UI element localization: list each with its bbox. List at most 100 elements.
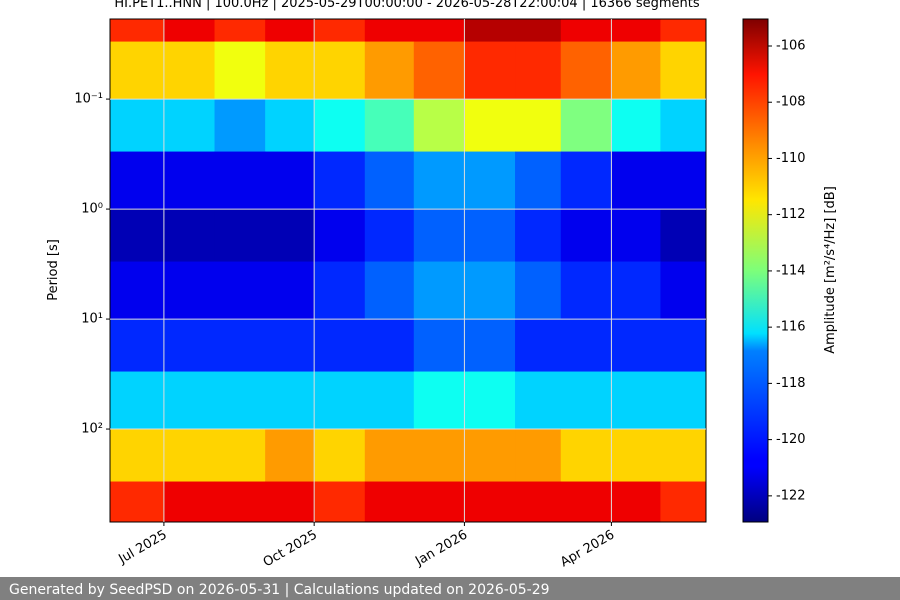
heatmap-cell — [110, 319, 165, 373]
heatmap-cell — [314, 429, 366, 483]
heatmap-cell — [413, 151, 465, 210]
heatmap-cell — [265, 41, 315, 100]
heatmap-cell — [560, 261, 612, 320]
heatmap-cell — [265, 99, 315, 153]
heatmap-cell — [314, 151, 366, 210]
heatmap-cell — [413, 19, 465, 43]
heatmap-cell — [163, 209, 216, 263]
heatmap-cell — [515, 371, 562, 430]
heatmap-cell — [515, 209, 562, 263]
heatmap-cell — [265, 209, 315, 263]
heatmap-cell — [314, 261, 366, 320]
colorbar-tick-label: -112 — [776, 207, 806, 222]
heatmap-cell — [464, 209, 516, 263]
heatmap-cell — [364, 371, 415, 430]
heatmap-cell — [265, 151, 315, 210]
heatmap-cell — [611, 19, 661, 43]
heatmap-cell — [265, 261, 315, 320]
x-tick-label: Jan 2026 — [412, 528, 470, 570]
heatmap-cell — [515, 19, 562, 43]
heatmap-cell — [314, 481, 366, 523]
heatmap-cell — [214, 319, 266, 373]
heatmap-cell — [110, 429, 165, 483]
x-tick-label: Oct 2025 — [261, 528, 320, 571]
heatmap-cell — [464, 371, 516, 430]
heatmap-cell — [214, 261, 266, 320]
heatmap-cell — [413, 209, 465, 263]
heatmap-cell — [560, 41, 612, 100]
heatmap-cell — [413, 261, 465, 320]
heatmap-cell — [515, 41, 562, 100]
heatmap-cell — [660, 151, 707, 210]
heatmap-cell — [515, 151, 562, 210]
heatmap-cell — [364, 319, 415, 373]
heatmap-cell — [163, 41, 216, 100]
heatmap-cell — [611, 41, 661, 100]
heatmap-cell — [660, 429, 707, 483]
heatmap-cell — [464, 261, 516, 320]
heatmap-cell — [364, 99, 415, 153]
heatmap-cell — [660, 261, 707, 320]
colorbar-tick-label: -114 — [776, 263, 806, 278]
heatmap-cell — [464, 41, 516, 100]
heatmap-cell — [560, 99, 612, 153]
heatmap-cell — [464, 319, 516, 373]
heatmap-cell — [413, 371, 465, 430]
heatmap-cell — [214, 209, 266, 263]
heatmap-cell — [560, 209, 612, 263]
heatmap-cell — [110, 99, 165, 153]
colorbar-tick-label: -110 — [776, 151, 806, 166]
heatmap-cell — [163, 319, 216, 373]
chart-title: HI.PET1..HNN | 100.0Hz | 2025-05-29T00:0… — [114, 0, 699, 11]
heatmap-cell — [413, 99, 465, 153]
heatmap-cell — [560, 481, 612, 523]
heatmap-cell — [611, 481, 661, 523]
heatmap-cell — [214, 41, 266, 100]
heatmap-cell — [413, 319, 465, 373]
colorbar-tick-label: -108 — [776, 95, 806, 110]
heatmap-cell — [265, 429, 315, 483]
colorbar-tick-label: -106 — [776, 38, 806, 53]
heatmap-cell — [110, 41, 165, 100]
heatmap-cell — [265, 371, 315, 430]
heatmap-cell — [515, 99, 562, 153]
y-axis-label: Period [s] — [46, 239, 61, 301]
heatmap-cell — [364, 151, 415, 210]
heatmap-cell — [560, 19, 612, 43]
heatmap-cell — [364, 481, 415, 523]
x-tick-label: Jul 2025 — [115, 528, 169, 568]
heatmap-cell — [364, 429, 415, 483]
heatmap-cell — [163, 99, 216, 153]
heatmap-cell — [660, 19, 707, 43]
heatmap-cell — [364, 19, 415, 43]
heatmap-cell — [163, 151, 216, 210]
heatmap-cell — [611, 429, 661, 483]
heatmap-cell — [560, 371, 612, 430]
heatmap-cell — [314, 41, 366, 100]
heatmap-cell — [611, 319, 661, 373]
heatmap-cell — [163, 429, 216, 483]
y-tick-label: 10⁻¹ — [74, 92, 103, 107]
heatmap-cell — [560, 151, 612, 210]
heatmap-cell — [214, 19, 266, 43]
heatmap-cell — [611, 209, 661, 263]
heatmap-cell — [413, 481, 465, 523]
heatmap-cell — [314, 209, 366, 263]
heatmap-cell — [515, 261, 562, 320]
heatmap-cell — [611, 261, 661, 320]
heatmap-cell — [464, 481, 516, 523]
heatmap-cell — [515, 319, 562, 373]
heatmap-cell — [611, 99, 661, 153]
heatmap-cell — [163, 371, 216, 430]
heatmap-cell — [364, 261, 415, 320]
heatmap-cell — [265, 19, 315, 43]
heatmap-cell — [660, 99, 707, 153]
heatmap-cell — [515, 481, 562, 523]
heatmap-cell — [214, 99, 266, 153]
heatmap-cell — [214, 371, 266, 430]
heatmap-cell — [364, 41, 415, 100]
colorbar-tick-label: -122 — [776, 488, 806, 503]
heatmap-cell — [314, 371, 366, 430]
heatmap-cell — [611, 151, 661, 210]
